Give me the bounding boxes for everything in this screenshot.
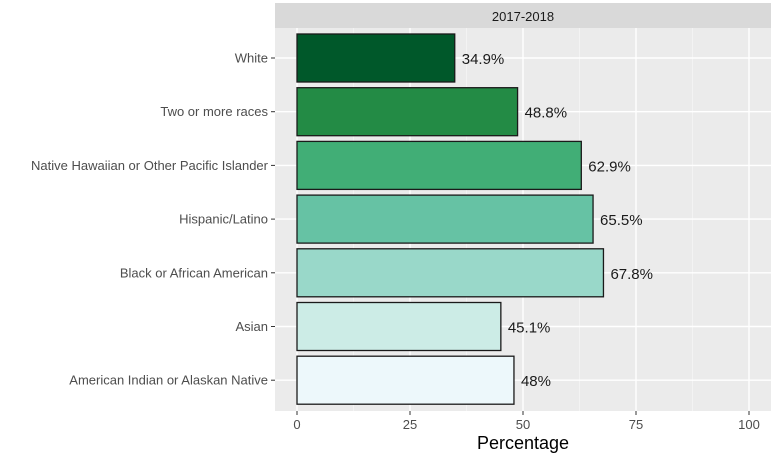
data-label: 45.1%	[508, 320, 551, 337]
facet-label: 2017-2018	[492, 9, 554, 24]
x-tick-label: 25	[403, 417, 417, 432]
category-label: Hispanic/Latino	[179, 212, 268, 227]
category-label: Native Hawaiian or Other Pacific Islande…	[31, 158, 269, 173]
bar	[296, 301, 502, 352]
category-label: White	[235, 51, 268, 66]
category-label: American Indian or Alaskan Native	[69, 373, 268, 388]
data-label: 48%	[521, 373, 551, 390]
bar	[296, 87, 519, 137]
bar	[296, 140, 582, 191]
x-tick-label: 100	[738, 417, 760, 432]
x-axis: 0 25 50 75 100	[293, 411, 760, 432]
bar	[296, 33, 456, 83]
data-label: 67.8%	[610, 266, 653, 283]
bars: 34.9% 48.8% 62.9% 65.5% 67.8% 45.1% 48%	[296, 33, 653, 405]
x-axis-title: Percentage	[477, 433, 569, 453]
category-label: Two or more races	[160, 104, 268, 119]
bar	[296, 194, 594, 244]
x-tick-label: 0	[293, 417, 300, 432]
category-label: Asian	[235, 319, 268, 334]
data-label: 65.5%	[600, 212, 643, 229]
data-label: 34.9%	[462, 51, 505, 68]
bar	[296, 248, 605, 298]
data-label: 62.9%	[588, 158, 631, 175]
x-tick-label: 75	[629, 417, 643, 432]
bar	[296, 355, 515, 405]
category-label: Black or African American	[120, 265, 268, 280]
x-tick-label: 50	[516, 417, 530, 432]
facet-strip	[275, 3, 771, 28]
y-axis: White Two or more races Native Hawaiian or…	[31, 51, 275, 388]
data-label: 48.8%	[525, 105, 568, 122]
